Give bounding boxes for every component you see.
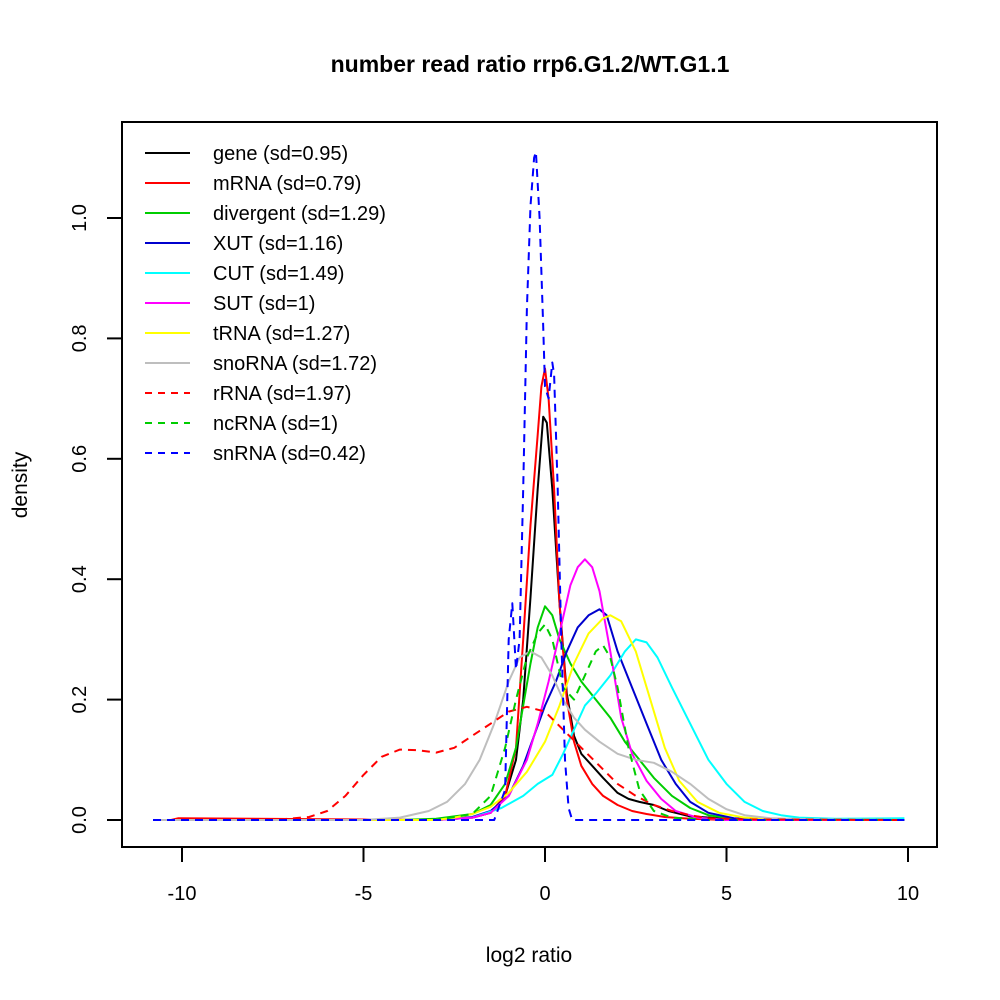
legend-item-mRNA: mRNA (sd=0.79) (145, 173, 361, 195)
legend-label: CUT (sd=1.49) (213, 263, 344, 285)
x-tick-label: 5 (721, 883, 732, 905)
curve-divergent (153, 605, 905, 821)
curve-tRNA (153, 614, 905, 821)
legend-label: XUT (sd=1.16) (213, 233, 343, 255)
legend-item-XUT: XUT (sd=1.16) (145, 233, 343, 255)
legend-label: snoRNA (sd=1.72) (213, 353, 377, 375)
curve-snoRNA (153, 650, 905, 821)
legend-item-SUT: SUT (sd=1) (145, 293, 315, 315)
legend-label: rRNA (sd=1.97) (213, 383, 351, 405)
curve-SUT (153, 558, 905, 821)
density-curves (153, 150, 905, 821)
legend-label: divergent (sd=1.29) (213, 203, 386, 225)
curve-rRNA (153, 705, 905, 821)
y-tick-label: 1.0 (69, 204, 91, 232)
curve-CUT (153, 638, 905, 821)
x-tick-label: 10 (897, 883, 919, 905)
x-axis: -10 -5 0 5 10 (168, 847, 919, 905)
curve-ncRNA (153, 623, 905, 821)
legend-label: SUT (sd=1) (213, 293, 315, 315)
legend-item-rRNA: rRNA (sd=1.97) (145, 383, 351, 405)
x-tick-label: 0 (539, 883, 550, 905)
y-tick-label: 0.0 (69, 806, 91, 834)
legend-item-ncRNA: ncRNA (sd=1) (145, 413, 338, 435)
y-tick-label: 0.4 (69, 565, 91, 593)
y-axis: 0.0 0.2 0.4 0.6 0.8 1.0 (69, 204, 122, 834)
legend-item-tRNA: tRNA (sd=1.27) (145, 323, 350, 345)
curve-gene (153, 415, 905, 821)
legend-label: tRNA (sd=1.27) (213, 323, 350, 345)
legend-label: ncRNA (sd=1) (213, 413, 338, 435)
x-tick-label: -10 (168, 883, 197, 905)
x-tick-label: -5 (355, 883, 373, 905)
legend-label: mRNA (sd=0.79) (213, 173, 361, 195)
curve-XUT (153, 608, 905, 821)
legend-item-gene: gene (sd=0.95) (145, 143, 348, 165)
legend-item-snoRNA: snoRNA (sd=1.72) (145, 353, 377, 375)
y-tick-label: 0.6 (69, 445, 91, 473)
x-axis-label: log2 ratio (486, 944, 572, 967)
legend-item-divergent: divergent (sd=1.29) (145, 203, 386, 225)
legend-label: gene (sd=0.95) (213, 143, 348, 165)
legend-label: snRNA (sd=0.42) (213, 443, 366, 465)
plot-frame (121, 121, 938, 848)
curve-snRNA (153, 150, 905, 821)
chart-title: number read ratio rrp6.G1.2/WT.G1.1 (331, 51, 730, 77)
legend-item-CUT: CUT (sd=1.49) (145, 263, 344, 285)
legend-item-snRNA: snRNA (sd=0.42) (145, 443, 366, 465)
legend: gene (sd=0.95) mRNA (sd=0.79) divergent (s… (145, 143, 386, 465)
y-axis-label: density (9, 451, 32, 518)
y-tick-label: 0.2 (69, 686, 91, 714)
y-tick-label: 0.8 (69, 324, 91, 352)
